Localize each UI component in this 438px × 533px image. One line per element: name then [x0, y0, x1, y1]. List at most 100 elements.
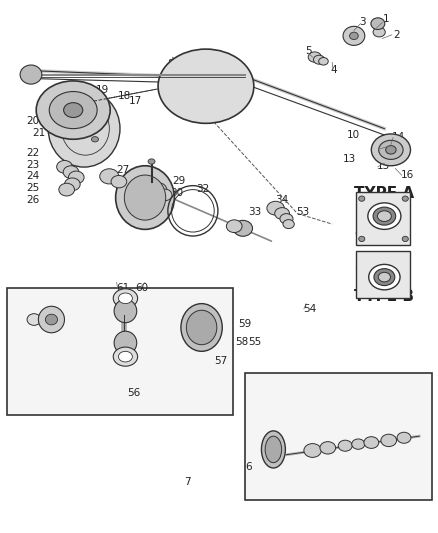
Ellipse shape	[275, 208, 290, 220]
Ellipse shape	[27, 314, 41, 325]
Ellipse shape	[369, 264, 400, 290]
Ellipse shape	[100, 169, 119, 184]
Text: 7: 7	[184, 477, 191, 487]
Ellipse shape	[402, 196, 408, 201]
FancyBboxPatch shape	[7, 288, 233, 415]
Ellipse shape	[68, 171, 84, 184]
Ellipse shape	[124, 175, 166, 220]
Ellipse shape	[158, 49, 254, 123]
Text: 27: 27	[116, 165, 129, 175]
FancyBboxPatch shape	[356, 251, 410, 298]
Ellipse shape	[48, 90, 120, 167]
Text: 57: 57	[214, 356, 227, 366]
Ellipse shape	[20, 65, 42, 84]
Ellipse shape	[359, 236, 365, 241]
Ellipse shape	[373, 207, 396, 225]
Ellipse shape	[267, 201, 284, 215]
Ellipse shape	[59, 183, 74, 196]
Text: 6: 6	[245, 462, 252, 472]
Ellipse shape	[149, 183, 167, 197]
Ellipse shape	[378, 211, 391, 221]
Text: 3: 3	[359, 17, 366, 27]
Ellipse shape	[113, 289, 138, 308]
Text: 28: 28	[148, 169, 162, 179]
Text: 32: 32	[196, 183, 210, 193]
Text: 23: 23	[27, 160, 40, 169]
Ellipse shape	[226, 220, 242, 232]
Ellipse shape	[352, 439, 365, 449]
Text: 16: 16	[401, 171, 414, 180]
Ellipse shape	[57, 160, 72, 173]
Text: 19: 19	[96, 85, 110, 95]
Ellipse shape	[186, 310, 217, 345]
Text: 22: 22	[27, 148, 40, 158]
Text: 13: 13	[343, 154, 356, 164]
Ellipse shape	[350, 32, 358, 39]
Ellipse shape	[49, 92, 97, 128]
Text: 29: 29	[173, 175, 186, 185]
Ellipse shape	[308, 52, 321, 62]
Ellipse shape	[39, 306, 64, 333]
Text: 15: 15	[377, 161, 390, 171]
Text: 25: 25	[27, 183, 40, 193]
Text: 7: 7	[354, 267, 360, 277]
Ellipse shape	[386, 146, 396, 154]
Ellipse shape	[118, 293, 132, 304]
Ellipse shape	[116, 166, 174, 229]
Text: 4: 4	[330, 66, 337, 75]
Ellipse shape	[283, 220, 294, 229]
Text: 56: 56	[127, 387, 140, 398]
Ellipse shape	[64, 103, 83, 117]
Ellipse shape	[114, 331, 137, 354]
Ellipse shape	[381, 434, 396, 447]
Ellipse shape	[157, 189, 172, 201]
Ellipse shape	[371, 18, 385, 29]
Ellipse shape	[319, 58, 328, 65]
Ellipse shape	[320, 442, 336, 454]
Ellipse shape	[64, 178, 80, 191]
Ellipse shape	[113, 347, 138, 366]
Ellipse shape	[148, 159, 155, 164]
Text: 30: 30	[170, 188, 184, 198]
Ellipse shape	[63, 166, 79, 179]
Text: TYPE B: TYPE B	[354, 289, 414, 304]
Ellipse shape	[265, 436, 282, 463]
Ellipse shape	[46, 314, 57, 325]
Ellipse shape	[114, 300, 137, 322]
Text: 2: 2	[393, 30, 400, 40]
Ellipse shape	[379, 140, 403, 159]
Ellipse shape	[233, 220, 253, 236]
Text: 60: 60	[135, 282, 148, 293]
Text: 18: 18	[117, 91, 131, 101]
Text: 33: 33	[248, 207, 261, 217]
Text: 20: 20	[27, 116, 40, 126]
Ellipse shape	[343, 26, 365, 45]
Ellipse shape	[111, 175, 127, 188]
Text: 53: 53	[297, 207, 310, 217]
Text: 21: 21	[33, 128, 46, 138]
Text: 55: 55	[249, 337, 262, 348]
Ellipse shape	[364, 437, 379, 448]
Ellipse shape	[359, 196, 365, 201]
Ellipse shape	[374, 269, 395, 286]
Text: 6: 6	[354, 229, 360, 239]
Ellipse shape	[92, 136, 99, 142]
Ellipse shape	[402, 236, 408, 241]
Ellipse shape	[338, 440, 352, 451]
Text: 14: 14	[392, 132, 406, 142]
Text: 54: 54	[303, 304, 316, 314]
FancyBboxPatch shape	[245, 373, 432, 500]
Text: 9: 9	[379, 143, 386, 153]
Text: 61: 61	[117, 282, 130, 293]
Text: 24: 24	[27, 172, 40, 181]
Text: 26: 26	[27, 195, 40, 205]
Ellipse shape	[314, 55, 325, 64]
Ellipse shape	[36, 81, 110, 139]
Text: 5: 5	[305, 46, 312, 56]
Text: 34: 34	[275, 195, 288, 205]
Text: 59: 59	[238, 319, 251, 329]
Ellipse shape	[371, 134, 410, 166]
Text: TYPE A: TYPE A	[354, 186, 414, 201]
Ellipse shape	[373, 27, 385, 37]
Text: 8: 8	[167, 59, 173, 69]
